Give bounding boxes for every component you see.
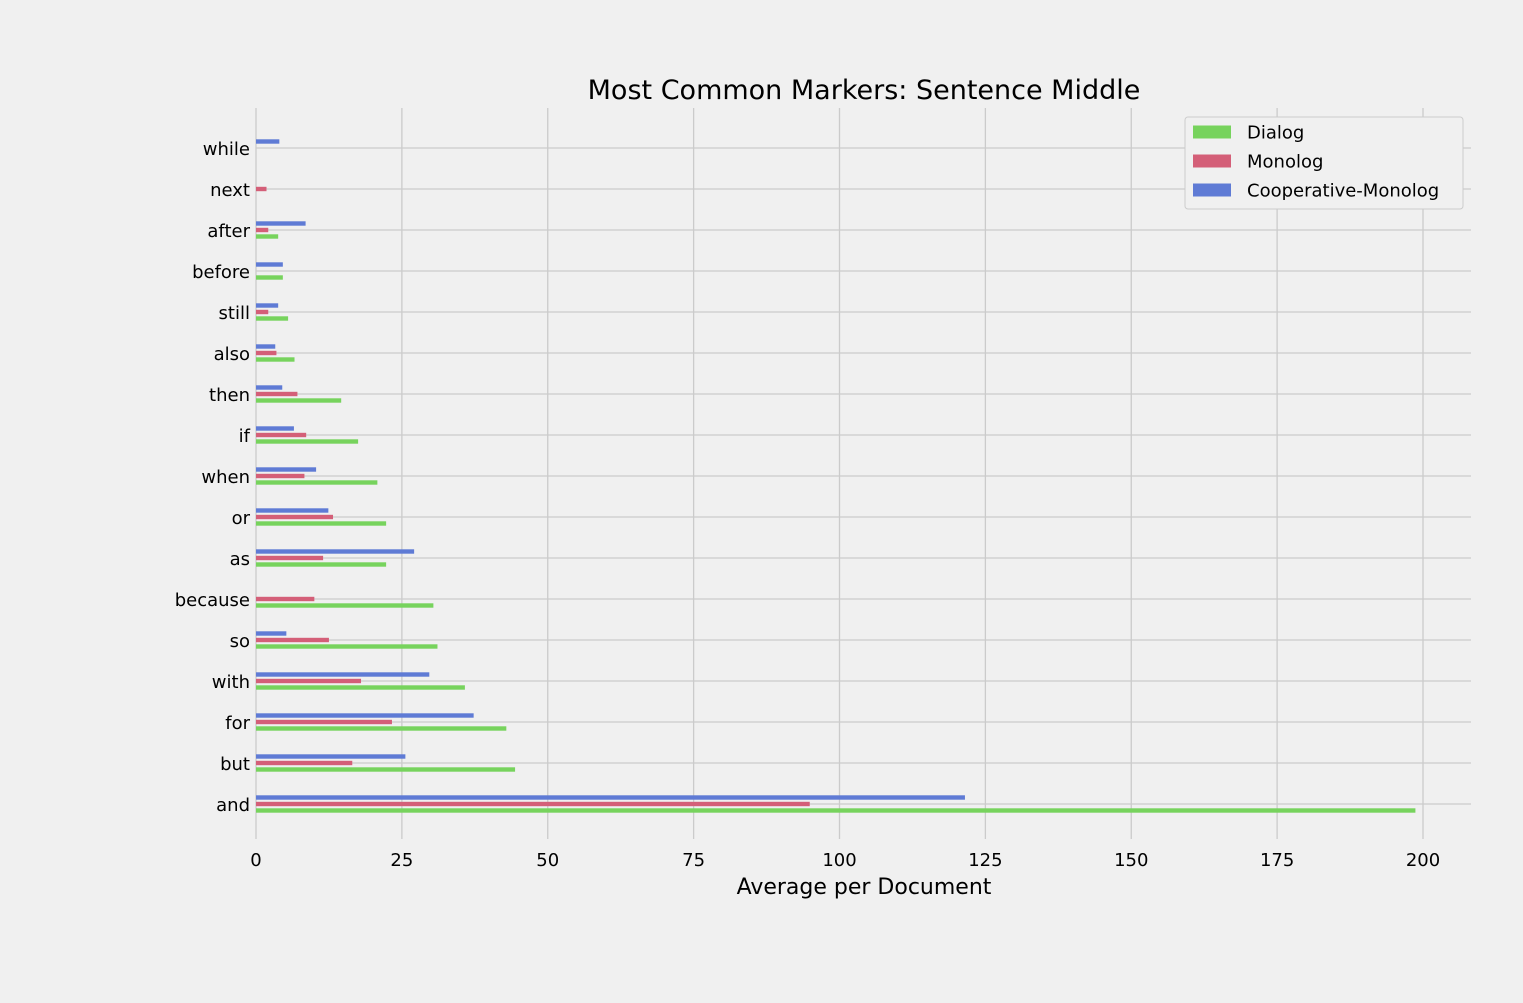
- legend-items: Dialog Monolog Cooperative-Monolog: [1193, 123, 1439, 202]
- bar-dialog-after: [256, 234, 279, 239]
- bar-cooperative-monolog-still: [256, 303, 279, 308]
- bar-dialog-as: [256, 562, 387, 567]
- y-tick-label-because: because: [175, 590, 250, 611]
- y-tick-label-so: so: [230, 631, 250, 652]
- bar-dialog-then: [256, 398, 342, 403]
- legend-swatch-cooperative-monolog: [1193, 183, 1231, 197]
- legend-swatch-dialog: [1193, 125, 1231, 139]
- y-tick-label-then: then: [209, 385, 250, 406]
- bar-dialog-and: [256, 808, 1416, 813]
- legend: Dialog Monolog Cooperative-Monolog: [1184, 116, 1464, 210]
- x-tick-label-125: 125: [968, 850, 1002, 871]
- y-tick-label-as: as: [230, 549, 250, 570]
- bar-dialog-because: [256, 603, 434, 608]
- bar-cooperative-monolog-then: [256, 385, 283, 390]
- bar-monolog-after: [256, 227, 269, 233]
- bar-dialog-if: [256, 439, 359, 444]
- legend-frame: [1184, 116, 1464, 210]
- y-tick-label-when: when: [201, 467, 250, 488]
- y-tick-label-before: before: [192, 262, 250, 283]
- bar-monolog-then: [256, 391, 298, 397]
- legend-label-monolog: Monolog: [1247, 152, 1323, 173]
- bar-monolog-if: [256, 432, 307, 438]
- bar-dialog-when: [256, 480, 378, 485]
- bar-monolog-because: [256, 596, 315, 602]
- bar-monolog-or: [256, 514, 334, 520]
- legend-label-cooperative-monolog: Cooperative-Monolog: [1247, 181, 1439, 202]
- bar-monolog-next: [256, 186, 267, 192]
- x-tick-label-150: 150: [1114, 850, 1148, 871]
- y-tick-label-next: next: [210, 180, 250, 201]
- y-tick-label-while: while: [203, 139, 250, 160]
- bar-monolog-as: [256, 555, 324, 561]
- x-tick-label-200: 200: [1406, 850, 1440, 871]
- bar-monolog-with: [256, 678, 362, 684]
- bar-dialog-with: [256, 685, 465, 690]
- chart-title: Most Common Markers: Sentence Middle: [588, 75, 1141, 106]
- bar-cooperative-monolog-so: [256, 631, 287, 636]
- bar-monolog-for: [256, 719, 392, 725]
- x-tick-label-25: 25: [390, 850, 413, 871]
- bar-monolog-but: [256, 760, 353, 766]
- x-axis-label: Average per Document: [737, 875, 992, 900]
- bar-cooperative-monolog-while: [256, 139, 280, 144]
- legend-label-dialog: Dialog: [1247, 123, 1304, 144]
- x-tick-label-100: 100: [822, 850, 856, 871]
- y-tick-label-or: or: [232, 508, 251, 529]
- bar-cooperative-monolog-but: [256, 754, 406, 759]
- y-tick-label-for: for: [225, 713, 250, 734]
- x-tick-label-50: 50: [536, 850, 559, 871]
- bars: [256, 139, 1416, 813]
- x-tick-label-75: 75: [682, 850, 705, 871]
- y-tick-label-if: if: [239, 426, 251, 447]
- x-tick-labels: 0 25 50 75 100 125 150 175 200: [250, 850, 1440, 871]
- bar-cooperative-monolog-and: [256, 795, 965, 800]
- bar-dialog-but: [256, 767, 516, 772]
- x-tick-label-0: 0: [250, 850, 261, 871]
- y-tick-label-but: but: [220, 754, 250, 775]
- bar-cooperative-monolog-or: [256, 508, 329, 513]
- bar-monolog-also: [256, 350, 277, 356]
- y-tick-label-with: with: [212, 672, 250, 693]
- bar-cooperative-monolog-as: [256, 549, 415, 554]
- bar-dialog-so: [256, 644, 438, 649]
- bar-cooperative-monolog-also: [256, 344, 276, 349]
- bar-monolog-and: [256, 801, 810, 807]
- bar-cooperative-monolog-after: [256, 221, 306, 226]
- y-tick-label-still: still: [219, 303, 250, 324]
- bar-dialog-or: [256, 521, 387, 526]
- y-tick-label-also: also: [214, 344, 250, 365]
- bar-cooperative-monolog-with: [256, 672, 430, 677]
- bar-dialog-before: [256, 275, 283, 280]
- bar-cooperative-monolog-if: [256, 426, 294, 431]
- x-tick-label-175: 175: [1260, 850, 1294, 871]
- bar-dialog-also: [256, 357, 295, 362]
- y-tick-labels: and but for with so because as or when if then also…: [175, 139, 251, 816]
- bar-cooperative-monolog-before: [256, 262, 283, 267]
- bar-monolog-still: [256, 309, 269, 315]
- bar-cooperative-monolog-when: [256, 467, 317, 472]
- y-tick-label-and: and: [216, 795, 250, 816]
- bar-monolog-when: [256, 473, 305, 479]
- bar-monolog-so: [256, 637, 329, 643]
- y-tick-label-after: after: [207, 221, 250, 242]
- bar-dialog-for: [256, 726, 507, 731]
- bar-cooperative-monolog-for: [256, 713, 474, 718]
- legend-swatch-monolog: [1193, 154, 1231, 168]
- bar-dialog-still: [256, 316, 289, 321]
